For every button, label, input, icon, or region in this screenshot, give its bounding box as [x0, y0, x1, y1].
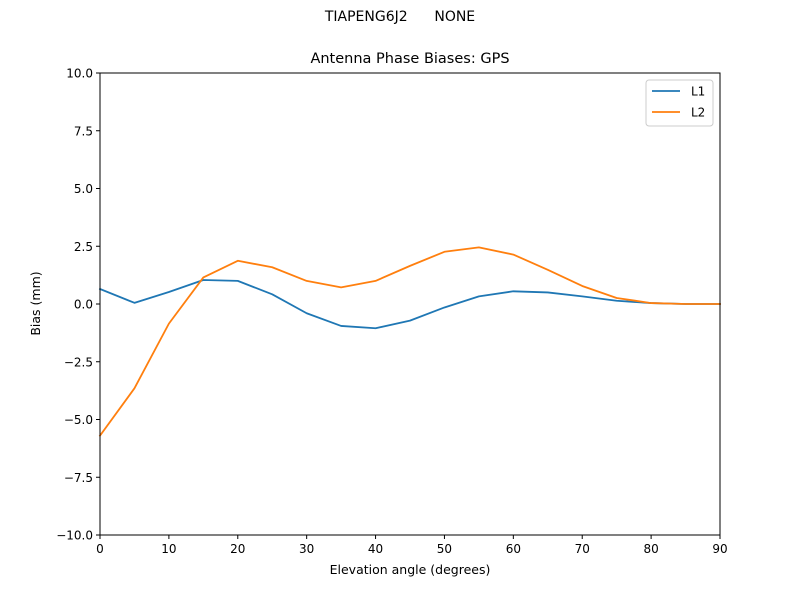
- x-tick-label: 20: [230, 542, 245, 556]
- y-tick-label: 7.5: [74, 124, 93, 138]
- x-tick-label: 30: [299, 542, 314, 556]
- y-tick-label: −2.5: [64, 355, 93, 369]
- legend-label-l1: L1: [691, 85, 705, 99]
- plot-lines: [98, 246, 721, 437]
- y-tick-label: 10.0: [66, 67, 93, 81]
- axis-ticks: 0 10 20 30 40 50 60 70 80 90 −10.0 −7.5 −5.0 −2.5 0.0 2…: [56, 67, 727, 557]
- y-tick-label: 0.0: [74, 298, 93, 312]
- y-tick-label: −5.0: [64, 413, 93, 427]
- x-tick-label: 60: [506, 542, 521, 556]
- x-tick-label: 80: [643, 542, 658, 556]
- y-tick-label: −10.0: [56, 529, 93, 543]
- x-tick-label: 40: [368, 542, 383, 556]
- x-tick-label: 0: [96, 542, 104, 556]
- legend-label-l2: L2: [691, 106, 705, 120]
- plot-frame: [99, 72, 721, 536]
- x-axis-label: Elevation angle (degrees): [330, 562, 491, 577]
- y-tick-label: 5.0: [74, 182, 93, 196]
- series-line-l2: [98, 246, 721, 437]
- y-tick-label: −7.5: [64, 471, 93, 485]
- x-tick-label: 90: [712, 542, 727, 556]
- y-tick-label: 2.5: [74, 240, 93, 254]
- x-tick-label: 70: [575, 542, 590, 556]
- series-line-l1: [98, 279, 721, 330]
- figure-suptitle: TIAPENG6J2 NONE: [324, 9, 476, 25]
- y-axis-label: Bias (mm): [28, 271, 43, 335]
- chart-title: Antenna Phase Biases: GPS: [310, 51, 509, 67]
- x-tick-label: 50: [437, 542, 452, 556]
- legend: L1 L2: [645, 79, 714, 127]
- x-tick-label: 10: [161, 542, 176, 556]
